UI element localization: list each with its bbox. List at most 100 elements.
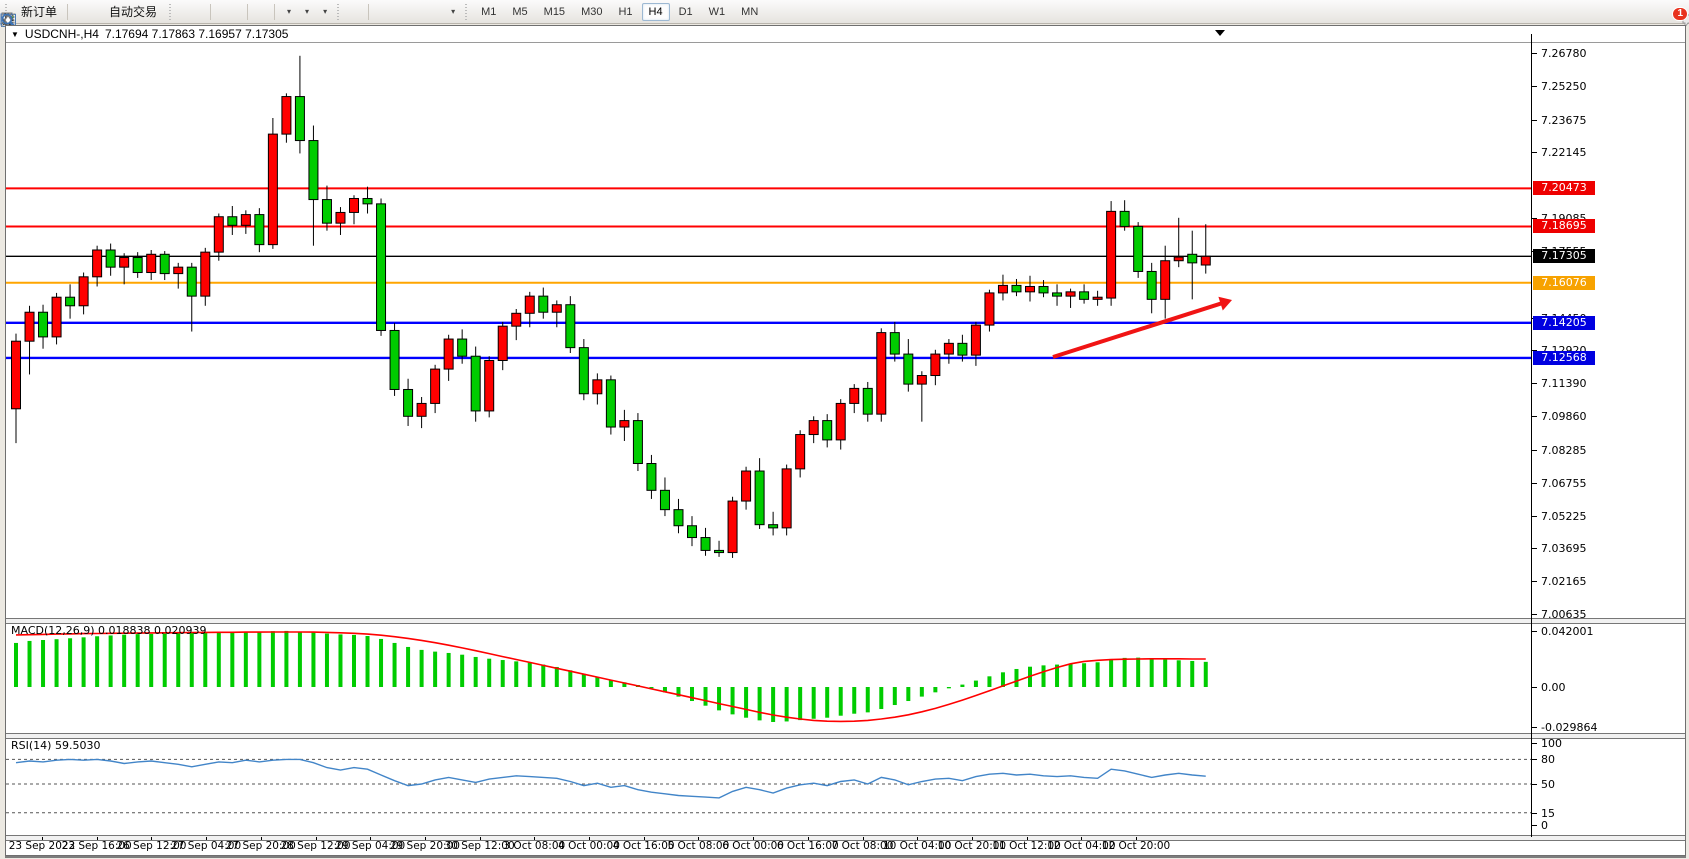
candle-body bbox=[470, 355, 481, 412]
macd-histogram-bar bbox=[690, 687, 694, 702]
macd-histogram-bar bbox=[798, 687, 803, 721]
price-chart-surface[interactable] bbox=[6, 43, 1531, 618]
toolbar-grip[interactable] bbox=[337, 3, 343, 20]
rsi-panel-surface[interactable] bbox=[6, 738, 1531, 835]
candle-body bbox=[1079, 291, 1090, 300]
timeframe-button-mn[interactable]: MN bbox=[741, 5, 759, 18]
time-axis-label: 28 Sep 12:00 bbox=[280, 840, 351, 852]
toolbar-grip[interactable] bbox=[5, 3, 10, 20]
timeframe-button-m1[interactable]: M1 bbox=[481, 5, 497, 18]
candle-body bbox=[1160, 260, 1171, 300]
time-axis-label: 10 Oct 04:00 bbox=[882, 840, 952, 852]
timeframe-button-m30[interactable]: M30 bbox=[581, 5, 603, 18]
timeframe-button-m5[interactable]: M5 bbox=[512, 5, 528, 18]
candle-body bbox=[754, 470, 765, 526]
macd-histogram-bar bbox=[54, 639, 59, 687]
chart-window[interactable]: ▼ USDCNH-,H4 7.17694 7.17863 7.16957 7.1… bbox=[5, 25, 1686, 856]
crosshair-button[interactable] bbox=[2, 9, 364, 26]
candle-body bbox=[484, 360, 495, 412]
macd-histogram-bar bbox=[1041, 665, 1046, 687]
vertical-line-button[interactable] bbox=[7, 9, 381, 26]
timeframe-button-h1[interactable]: H1 bbox=[618, 5, 633, 18]
candle-body bbox=[551, 304, 562, 313]
candle-body bbox=[632, 420, 643, 465]
time-axis-tick bbox=[96, 837, 98, 840]
panel-separator[interactable] bbox=[6, 733, 1685, 739]
time-axis-tick bbox=[315, 837, 317, 840]
timeframe-button-h4[interactable]: H4 bbox=[641, 2, 670, 21]
tile-windows-button[interactable] bbox=[2, 9, 243, 27]
trendline-button[interactable] bbox=[2, 9, 401, 25]
new-chart-button[interactable]: ▾ bbox=[0, 4, 295, 28]
timeframe-button-w1[interactable]: W1 bbox=[708, 5, 726, 18]
trend-arrow-head[interactable] bbox=[1218, 296, 1232, 311]
candle-body bbox=[335, 211, 346, 224]
candle-body bbox=[105, 249, 116, 268]
time-axis-tick bbox=[260, 837, 262, 840]
panel-separator[interactable] bbox=[6, 618, 1685, 624]
text-label-button[interactable]: T bbox=[1, 9, 441, 27]
panel-separator[interactable] bbox=[6, 835, 1685, 841]
candle-body bbox=[1092, 296, 1103, 300]
macd-histogram-bar bbox=[500, 660, 505, 687]
collapse-triangle-icon[interactable]: ▼ bbox=[11, 29, 19, 39]
price-line-badge: 7.17305 bbox=[1533, 249, 1595, 264]
macd-histogram-bar bbox=[676, 687, 681, 697]
template-chart-button[interactable]: ▾ bbox=[1, 4, 331, 27]
text-a-button[interactable]: A bbox=[4, 9, 431, 28]
timeframe-button-m15[interactable]: M15 bbox=[543, 5, 566, 18]
cursor-button[interactable] bbox=[5, 9, 354, 27]
new-order-label: 新订单 bbox=[21, 5, 58, 19]
macd-histogram-bar bbox=[297, 631, 302, 687]
chart-window-button[interactable] bbox=[1, 9, 90, 26]
zoom-in-button[interactable] bbox=[2, 9, 223, 27]
zoom-out-button[interactable] bbox=[2, 9, 233, 27]
macd-histogram-bar bbox=[41, 640, 46, 687]
period-clock-button[interactable]: ▾ bbox=[1, 4, 313, 26]
autotrade-button[interactable]: 自动交易 bbox=[1, 0, 163, 27]
candle-body bbox=[714, 549, 725, 554]
macd-histogram-bar bbox=[189, 632, 194, 687]
arrows-button[interactable]: ▾ bbox=[4, 4, 459, 26]
auto-scroll-button[interactable] bbox=[1, 9, 260, 25]
toolbar-grip[interactable] bbox=[169, 3, 175, 20]
candle-body bbox=[578, 347, 589, 395]
horizontal-line-button[interactable] bbox=[2, 9, 391, 21]
candle-body bbox=[497, 325, 508, 362]
candle-body bbox=[687, 525, 697, 539]
fibonacci-button[interactable]: F bbox=[1, 9, 421, 29]
candle-body bbox=[619, 420, 630, 428]
candle-chart-button[interactable] bbox=[2, 9, 196, 27]
candle-body bbox=[970, 324, 981, 356]
macd-panel-surface[interactable] bbox=[6, 623, 1531, 733]
line-chart-button[interactable] bbox=[1, 9, 206, 24]
axis-tick-mark bbox=[1532, 726, 1537, 728]
macd-histogram-bar bbox=[838, 687, 843, 716]
time-axis-tick bbox=[1136, 837, 1137, 840]
time-axis-label: 6 Oct 16:00 bbox=[776, 840, 839, 852]
macd-axis-label: 0.00 bbox=[1541, 681, 1566, 694]
macd-label: MACD(12,26,9) 0.018838 0.020939 bbox=[11, 624, 207, 637]
trend-arrow-object[interactable] bbox=[1052, 300, 1225, 359]
macd-histogram-bar bbox=[784, 687, 789, 722]
axis-tick-mark bbox=[1532, 350, 1537, 352]
macd-histogram-bar bbox=[595, 676, 600, 687]
macd-histogram-bar bbox=[906, 687, 911, 702]
timeframe-button-d1[interactable]: D1 bbox=[678, 5, 693, 18]
price-axis[interactable]: 7.267807.252507.236757.221457.190857.175… bbox=[1531, 34, 1685, 837]
toolbar-grip[interactable] bbox=[465, 3, 471, 20]
chart-shift-marker[interactable] bbox=[1215, 30, 1225, 36]
macd-histogram-bar bbox=[311, 632, 316, 687]
market-gem-button[interactable] bbox=[1, 9, 80, 26]
time-axis-tick bbox=[370, 837, 372, 840]
rsi-axis-label: 0 bbox=[1541, 819, 1548, 832]
axis-tick-mark bbox=[1532, 825, 1537, 826]
sound-button[interactable] bbox=[1, 9, 100, 26]
macd-histogram-bar bbox=[527, 662, 532, 687]
channel-button[interactable]: E bbox=[1, 9, 411, 29]
rsi-axis-label: 80 bbox=[1541, 753, 1555, 767]
time-axis[interactable]: 23 Sep 2022 23 Sep 16:00 26 Sep 12:00 27 Se… bbox=[6, 837, 1530, 855]
chart-shift-button[interactable] bbox=[1, 9, 270, 25]
bar-chart-button[interactable] bbox=[1, 9, 186, 27]
new-order-button[interactable]: 新订单 bbox=[1, 0, 63, 28]
